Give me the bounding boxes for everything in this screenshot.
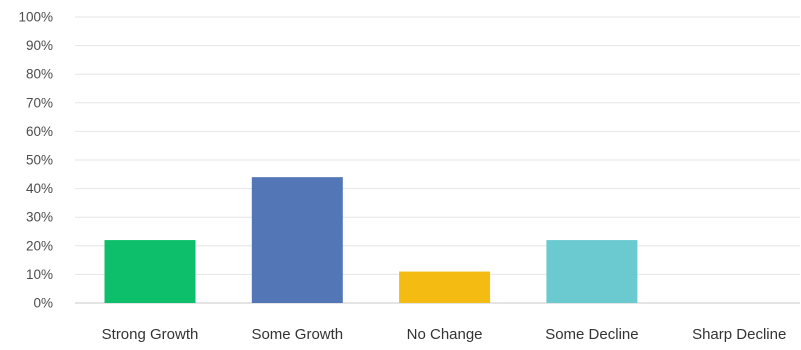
bar-strong-growth <box>104 240 196 303</box>
y-tick-label: 40% <box>26 181 53 196</box>
y-tick-label: 80% <box>26 67 53 82</box>
y-tick-label: 50% <box>26 153 53 168</box>
x-category-label: Sharp Decline <box>692 326 786 343</box>
y-tick-label: 70% <box>26 95 53 110</box>
x-category-label: Some Decline <box>545 326 638 343</box>
y-tick-label: 60% <box>26 124 53 139</box>
y-tick-label: 100% <box>18 10 53 25</box>
y-tick-label: 10% <box>26 267 53 282</box>
x-category-label: Some Growth <box>251 326 343 343</box>
x-category-label: No Change <box>407 326 483 343</box>
y-axis-tick-labels: 0% 10% 20% 30% 40% 50% 60% 70% 80% 90% 100% <box>18 10 53 311</box>
y-tick-label: 20% <box>26 238 53 253</box>
bar-some-growth <box>251 177 343 303</box>
bar-no-change <box>399 271 491 303</box>
bars <box>104 177 638 303</box>
x-axis-category-labels: Strong Growth Some Growth No Change Some De… <box>102 326 787 343</box>
gridlines <box>75 16 800 304</box>
x-category-label: Strong Growth <box>102 326 199 343</box>
bar-some-decline <box>546 240 638 303</box>
y-tick-label: 30% <box>26 210 53 225</box>
y-tick-label: 0% <box>33 296 53 311</box>
y-tick-label: 90% <box>26 38 53 53</box>
